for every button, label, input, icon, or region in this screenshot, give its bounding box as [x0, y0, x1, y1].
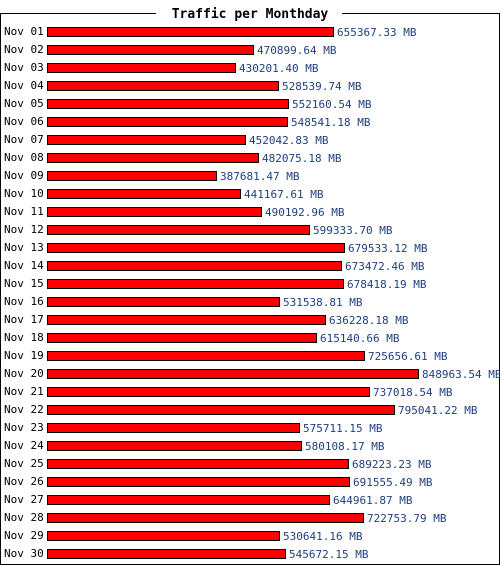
value-label: 725656.61 MB — [368, 350, 448, 363]
value-label: 545672.15 MB — [289, 548, 369, 561]
value-label: 441167.61 MB — [244, 188, 324, 201]
category-label: Nov 03 — [4, 61, 44, 74]
value-label: 722753.79 MB — [367, 512, 447, 525]
bar — [47, 117, 288, 127]
value-label: 531538.81 MB — [283, 296, 363, 309]
bar — [47, 387, 370, 397]
category-label: Nov 21 — [4, 385, 44, 398]
category-label: Nov 20 — [4, 367, 44, 380]
bar — [47, 531, 280, 541]
bar — [47, 27, 334, 37]
bar — [47, 189, 241, 199]
category-label: Nov 19 — [4, 349, 44, 362]
value-label: 528539.74 MB — [282, 80, 362, 93]
value-label: 678418.19 MB — [347, 278, 427, 291]
value-label: 689223.23 MB — [352, 458, 432, 471]
bar — [47, 171, 217, 181]
value-label: 795041.22 MB — [398, 404, 478, 417]
value-label: 636228.18 MB — [329, 314, 409, 327]
category-label: Nov 30 — [4, 547, 44, 560]
value-label: 530641.16 MB — [283, 530, 363, 543]
category-label: Nov 22 — [4, 403, 44, 416]
bar — [47, 243, 345, 253]
chart-title-background — [156, 4, 342, 22]
value-label: 580108.17 MB — [305, 440, 385, 453]
category-label: Nov 04 — [4, 79, 44, 92]
bar — [47, 225, 310, 235]
value-label: 490192.96 MB — [265, 206, 345, 219]
category-label: Nov 23 — [4, 421, 44, 434]
category-label: Nov 12 — [4, 223, 44, 236]
bar — [47, 333, 317, 343]
category-label: Nov 11 — [4, 205, 44, 218]
bar — [47, 297, 280, 307]
value-label: 644961.87 MB — [333, 494, 413, 507]
value-label: 655367.33 MB — [337, 26, 417, 39]
bar — [47, 495, 330, 505]
bar — [47, 423, 300, 433]
category-label: Nov 05 — [4, 97, 44, 110]
value-label: 470899.64 MB — [257, 44, 337, 57]
category-label: Nov 02 — [4, 43, 44, 56]
value-label: 387681.47 MB — [220, 170, 300, 183]
category-label: Nov 29 — [4, 529, 44, 542]
bar — [47, 81, 279, 91]
category-label: Nov 06 — [4, 115, 44, 128]
bar — [47, 99, 289, 109]
value-label: 452042.83 MB — [249, 134, 329, 147]
category-label: Nov 14 — [4, 259, 44, 272]
category-label: Nov 13 — [4, 241, 44, 254]
chart-title: Traffic per Monthday — [172, 7, 329, 22]
category-label: Nov 07 — [4, 133, 44, 146]
bar — [47, 279, 344, 289]
category-label: Nov 09 — [4, 169, 44, 182]
bar — [47, 549, 286, 559]
value-label: 673472.46 MB — [345, 260, 425, 273]
bar — [47, 351, 365, 361]
bar — [47, 261, 342, 271]
value-label: 679533.12 MB — [348, 242, 428, 255]
value-label: 430201.40 MB — [239, 62, 319, 75]
value-label: 848963.54 MB — [422, 368, 500, 381]
bar — [47, 513, 364, 523]
bar — [47, 135, 246, 145]
bar — [47, 207, 262, 217]
value-label: 548541.18 MB — [291, 116, 371, 129]
bar — [47, 153, 259, 163]
category-label: Nov 25 — [4, 457, 44, 470]
bar — [47, 405, 395, 415]
bar — [47, 63, 236, 73]
value-label: 482075.18 MB — [262, 152, 342, 165]
bar — [47, 369, 419, 379]
category-label: Nov 17 — [4, 313, 44, 326]
value-label: 691555.49 MB — [353, 476, 433, 489]
category-label: Nov 16 — [4, 295, 44, 308]
value-label: 599333.70 MB — [313, 224, 393, 237]
bar-rows: Nov 01 655367.33 MB Nov 02 470899.64 MB Nov … — [4, 25, 500, 561]
category-label: Nov 10 — [4, 187, 44, 200]
bar — [47, 459, 349, 469]
value-label: 575711.15 MB — [303, 422, 383, 435]
category-label: Nov 27 — [4, 493, 44, 506]
bar — [47, 45, 254, 55]
category-label: Nov 01 — [4, 25, 44, 38]
category-label: Nov 08 — [4, 151, 44, 164]
value-label: 552160.54 MB — [292, 98, 372, 111]
value-label: 615140.66 MB — [320, 332, 400, 345]
value-label: 737018.54 MB — [373, 386, 453, 399]
bar — [47, 441, 302, 451]
category-label: Nov 15 — [4, 277, 44, 290]
category-label: Nov 26 — [4, 475, 44, 488]
category-label: Nov 28 — [4, 511, 44, 524]
category-label: Nov 24 — [4, 439, 44, 452]
bar — [47, 315, 326, 325]
category-label: Nov 18 — [4, 331, 44, 344]
bar — [47, 477, 350, 487]
